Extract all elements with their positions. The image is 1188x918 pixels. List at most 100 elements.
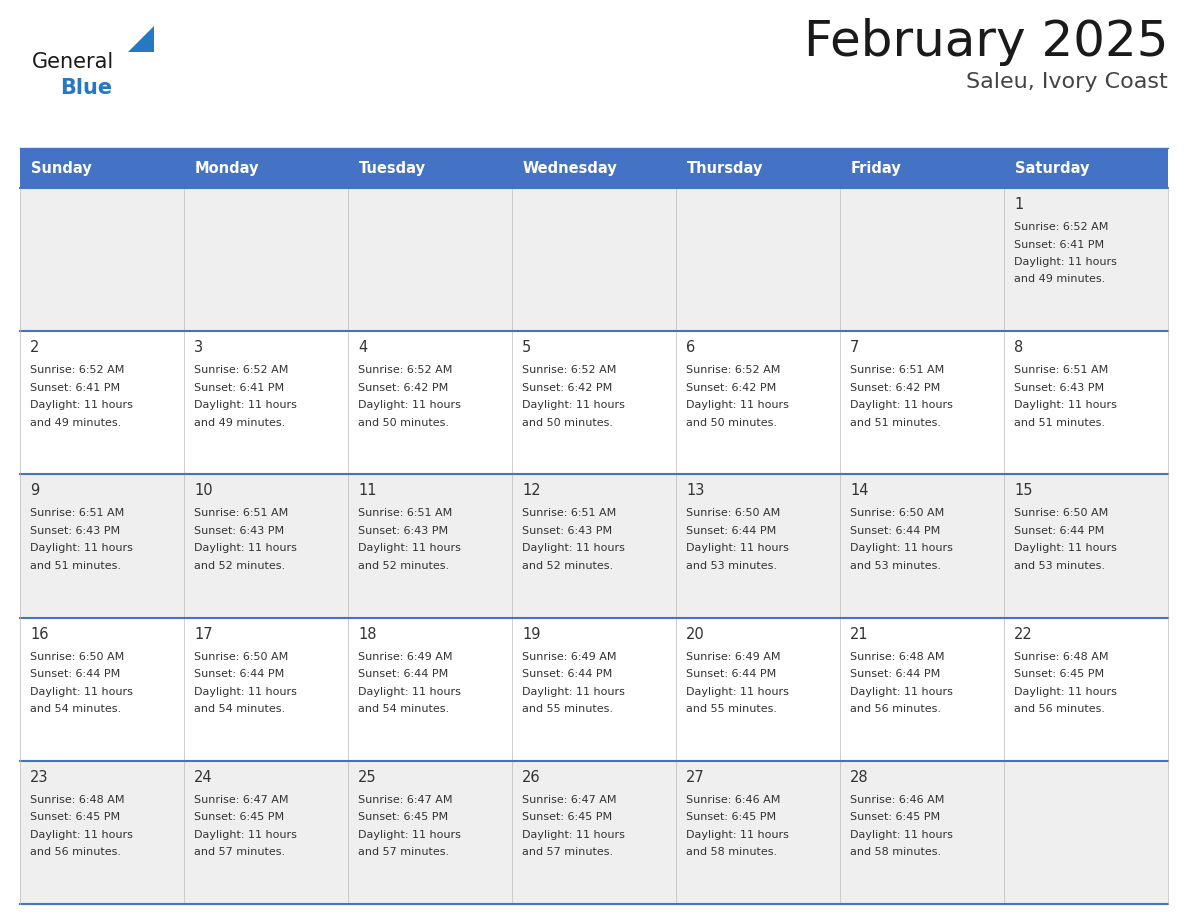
Text: Blue: Blue [61,78,112,98]
Text: and 57 minutes.: and 57 minutes. [522,847,613,857]
Text: Sunrise: 6:52 AM: Sunrise: 6:52 AM [194,365,289,375]
Text: Daylight: 11 hours: Daylight: 11 hours [358,543,461,554]
Text: 10: 10 [194,484,213,498]
Text: Tuesday: Tuesday [359,161,426,175]
Text: Sunset: 6:43 PM: Sunset: 6:43 PM [1015,383,1104,393]
Text: Sunrise: 6:52 AM: Sunrise: 6:52 AM [522,365,617,375]
Text: Sunset: 6:45 PM: Sunset: 6:45 PM [194,812,284,823]
Text: Daylight: 11 hours: Daylight: 11 hours [194,400,297,410]
Text: 11: 11 [358,484,377,498]
Text: Daylight: 11 hours: Daylight: 11 hours [30,400,133,410]
Text: Sunset: 6:43 PM: Sunset: 6:43 PM [30,526,120,536]
Text: 27: 27 [685,770,704,785]
Text: Monday: Monday [195,161,259,175]
Text: and 53 minutes.: and 53 minutes. [685,561,777,571]
Text: General: General [32,52,114,72]
Bar [20,188,1168,331]
Text: Sunset: 6:45 PM: Sunset: 6:45 PM [30,812,120,823]
Text: 2: 2 [30,341,39,355]
Text: Daylight: 11 hours: Daylight: 11 hours [522,400,625,410]
Text: 14: 14 [849,484,868,498]
Text: and 51 minutes.: and 51 minutes. [30,561,121,571]
Text: 18: 18 [358,627,377,642]
Text: Sunrise: 6:51 AM: Sunrise: 6:51 AM [358,509,453,519]
Text: Sunrise: 6:47 AM: Sunrise: 6:47 AM [358,795,453,805]
Text: 28: 28 [849,770,868,785]
Bar [20,761,1168,904]
Text: 13: 13 [685,484,704,498]
Text: 6: 6 [685,341,695,355]
Text: 9: 9 [30,484,39,498]
Text: 19: 19 [522,627,541,642]
Text: Sunset: 6:43 PM: Sunset: 6:43 PM [194,526,284,536]
Text: Sunset: 6:42 PM: Sunset: 6:42 PM [685,383,776,393]
Text: and 50 minutes.: and 50 minutes. [522,418,613,428]
Text: Sunrise: 6:50 AM: Sunrise: 6:50 AM [685,509,781,519]
Text: Daylight: 11 hours: Daylight: 11 hours [1015,687,1117,697]
Text: Sunday: Sunday [31,161,91,175]
Text: Sunset: 6:44 PM: Sunset: 6:44 PM [685,669,776,679]
Polygon shape [128,26,154,52]
Text: and 54 minutes.: and 54 minutes. [194,704,285,714]
Text: Daylight: 11 hours: Daylight: 11 hours [522,543,625,554]
Text: and 55 minutes.: and 55 minutes. [685,704,777,714]
Text: and 50 minutes.: and 50 minutes. [685,418,777,428]
Text: Daylight: 11 hours: Daylight: 11 hours [358,830,461,840]
Text: and 57 minutes.: and 57 minutes. [194,847,285,857]
Text: 3: 3 [194,341,203,355]
Text: Daylight: 11 hours: Daylight: 11 hours [685,830,789,840]
Text: Daylight: 11 hours: Daylight: 11 hours [1015,257,1117,267]
Text: Daylight: 11 hours: Daylight: 11 hours [194,687,297,697]
Text: 17: 17 [194,627,213,642]
Text: Sunset: 6:44 PM: Sunset: 6:44 PM [849,526,940,536]
Bar [20,148,1168,188]
Text: Sunrise: 6:49 AM: Sunrise: 6:49 AM [358,652,453,662]
Text: Sunset: 6:41 PM: Sunset: 6:41 PM [194,383,284,393]
Text: Daylight: 11 hours: Daylight: 11 hours [522,830,625,840]
Text: Wednesday: Wednesday [523,161,618,175]
Bar [20,618,1168,761]
Text: 4: 4 [358,341,367,355]
Text: and 50 minutes.: and 50 minutes. [358,418,449,428]
Text: Sunset: 6:45 PM: Sunset: 6:45 PM [358,812,448,823]
Text: Sunset: 6:41 PM: Sunset: 6:41 PM [1015,240,1104,250]
Text: Friday: Friday [851,161,902,175]
Text: Daylight: 11 hours: Daylight: 11 hours [358,687,461,697]
Text: 1: 1 [1015,197,1023,212]
Text: 22: 22 [1015,627,1032,642]
Text: 12: 12 [522,484,541,498]
Text: Sunrise: 6:50 AM: Sunrise: 6:50 AM [30,652,125,662]
Text: Sunrise: 6:52 AM: Sunrise: 6:52 AM [358,365,453,375]
Text: Daylight: 11 hours: Daylight: 11 hours [849,400,953,410]
Text: and 54 minutes.: and 54 minutes. [358,704,449,714]
Text: Sunset: 6:42 PM: Sunset: 6:42 PM [849,383,940,393]
Text: Sunset: 6:45 PM: Sunset: 6:45 PM [685,812,776,823]
Text: Sunrise: 6:52 AM: Sunrise: 6:52 AM [30,365,125,375]
Text: Daylight: 11 hours: Daylight: 11 hours [194,543,297,554]
Text: Sunrise: 6:50 AM: Sunrise: 6:50 AM [849,509,944,519]
Text: and 49 minutes.: and 49 minutes. [30,418,121,428]
Text: and 58 minutes.: and 58 minutes. [685,847,777,857]
Text: Sunset: 6:45 PM: Sunset: 6:45 PM [1015,669,1104,679]
Text: Sunset: 6:44 PM: Sunset: 6:44 PM [30,669,120,679]
Text: and 49 minutes.: and 49 minutes. [1015,274,1105,285]
Text: Sunrise: 6:47 AM: Sunrise: 6:47 AM [522,795,617,805]
Text: and 51 minutes.: and 51 minutes. [849,418,941,428]
Text: and 56 minutes.: and 56 minutes. [1015,704,1105,714]
Text: Daylight: 11 hours: Daylight: 11 hours [522,687,625,697]
Text: Sunset: 6:44 PM: Sunset: 6:44 PM [849,669,940,679]
Text: and 52 minutes.: and 52 minutes. [358,561,449,571]
Text: Sunrise: 6:51 AM: Sunrise: 6:51 AM [1015,365,1108,375]
Text: and 49 minutes.: and 49 minutes. [194,418,285,428]
Text: Sunset: 6:41 PM: Sunset: 6:41 PM [30,383,120,393]
Text: and 58 minutes.: and 58 minutes. [849,847,941,857]
Text: Thursday: Thursday [687,161,764,175]
Text: Daylight: 11 hours: Daylight: 11 hours [1015,400,1117,410]
Text: Sunrise: 6:48 AM: Sunrise: 6:48 AM [1015,652,1108,662]
Text: Sunset: 6:44 PM: Sunset: 6:44 PM [1015,526,1105,536]
Text: Saturday: Saturday [1015,161,1089,175]
Text: Saleu, Ivory Coast: Saleu, Ivory Coast [966,72,1168,92]
Text: Sunrise: 6:51 AM: Sunrise: 6:51 AM [522,509,617,519]
Text: and 52 minutes.: and 52 minutes. [522,561,613,571]
Text: Sunset: 6:43 PM: Sunset: 6:43 PM [358,526,448,536]
